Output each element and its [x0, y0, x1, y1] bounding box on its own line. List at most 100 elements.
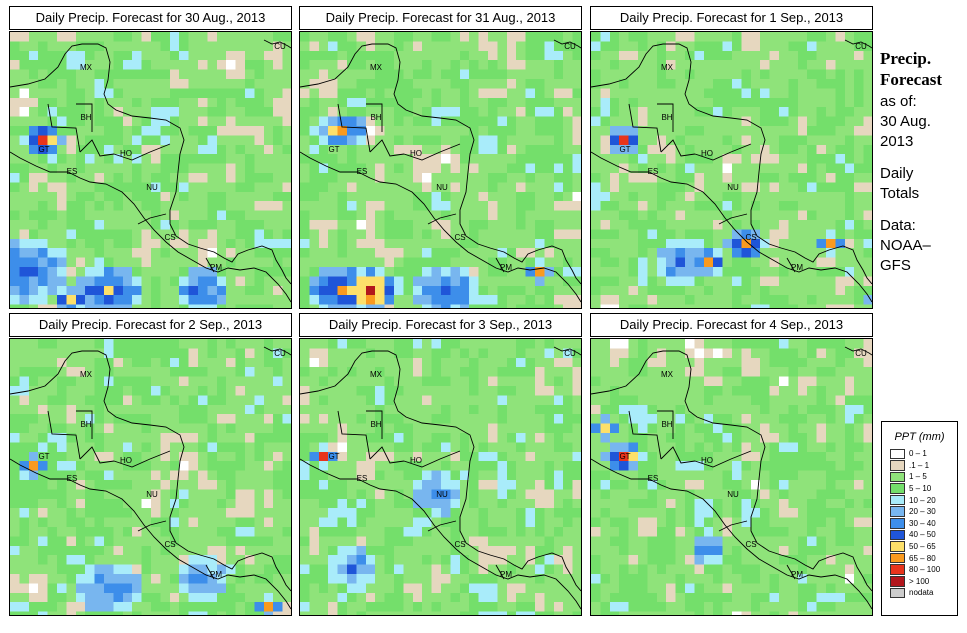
country-label: HO	[120, 456, 132, 465]
legend-label: .1 – 1	[909, 460, 930, 470]
panel-title: Daily Precip. Forecast for 4 Sep., 2013	[590, 313, 873, 337]
caption-totals: Totals	[880, 185, 920, 202]
country-label: PM	[210, 570, 222, 579]
country-label: HO	[410, 456, 422, 465]
country-label: NU	[146, 490, 158, 499]
precip-map: CU MX BH GT HO ES NU CS PM	[299, 338, 582, 616]
country-label: CS	[454, 233, 465, 242]
forecast-panel: Daily Precip. Forecast for 2 Sep., 2013 C…	[9, 313, 292, 616]
country-label: GT	[38, 452, 49, 461]
country-label: CS	[454, 540, 465, 549]
panel-title: Daily Precip. Forecast for 1 Sep., 2013	[590, 6, 873, 30]
country-label: MX	[370, 370, 383, 379]
forecast-panel: Daily Precip. Forecast for 30 Aug., 2013…	[9, 6, 292, 309]
legend-swatch	[890, 448, 905, 460]
country-label: MX	[80, 370, 93, 379]
legend-item: 30 – 40	[890, 518, 957, 530]
precip-grid: CU MX BH GT HO ES NU CS PM	[10, 32, 291, 308]
legend-swatch	[890, 576, 905, 587]
country-label: NU	[146, 183, 158, 192]
caption-date: 30 Aug.	[880, 113, 931, 130]
precip-map: CU MX BH GT HO ES NU CS PM	[590, 31, 873, 309]
caption-title-line1: Precip.	[880, 49, 932, 68]
country-label: MX	[370, 63, 383, 72]
precip-grid: CU MX BH GT HO ES NU CS PM	[10, 339, 291, 615]
legend-item: 50 – 65	[890, 541, 957, 553]
country-label: CU	[855, 42, 867, 51]
legend-swatch	[890, 552, 905, 564]
country-label: HO	[701, 456, 713, 465]
legend-label: 10 – 20	[909, 495, 936, 505]
precip-grid: CU MX BH GT HO ES NU CS PM	[591, 339, 872, 615]
sidebar-caption: Precip. Forecast as of: 30 Aug. 2013 Dai…	[880, 48, 965, 276]
legend-swatch	[890, 471, 905, 483]
caption-source-1: NOAA–	[880, 237, 931, 254]
legend-item: 0 – 1	[890, 448, 957, 460]
legend-swatch	[890, 529, 905, 541]
panel-title: Daily Precip. Forecast for 31 Aug., 2013	[299, 6, 582, 30]
legend-item: 65 – 80	[890, 552, 957, 564]
legend-item: 40 – 50	[890, 529, 957, 541]
legend-item: 10 – 20	[890, 494, 957, 506]
country-label: GT	[328, 145, 339, 154]
caption-title-line2: Forecast	[880, 70, 942, 89]
precip-legend: PPT (mm) 0 – 1.1 – 1 1 – 5 5 – 10 10 – 20 20…	[881, 421, 958, 616]
country-label: CS	[745, 233, 756, 242]
country-label: NU	[727, 490, 739, 499]
precip-map: CU MX BH GT HO ES NU CS PM	[590, 338, 873, 616]
country-label: ES	[648, 167, 659, 176]
country-label: GT	[328, 452, 339, 461]
country-label: CS	[164, 233, 175, 242]
country-label: CS	[164, 540, 175, 549]
legend-label: > 100	[909, 576, 930, 586]
country-label: PM	[500, 570, 512, 579]
country-label: PM	[210, 263, 222, 272]
caption-daily: Daily	[880, 165, 914, 182]
legend-swatch	[890, 460, 905, 471]
country-label: CS	[745, 540, 756, 549]
country-label: MX	[661, 63, 674, 72]
country-label: GT	[619, 145, 630, 154]
legend-item: 5 – 10	[890, 483, 957, 495]
country-label: GT	[619, 452, 630, 461]
precip-grid: CU MX BH GT HO ES NU CS PM	[300, 32, 581, 308]
country-label: BH	[80, 113, 91, 122]
country-label: MX	[80, 63, 93, 72]
caption-data-label: Data:	[880, 217, 916, 234]
caption-source-2: GFS	[880, 257, 911, 274]
legend-swatch	[890, 541, 905, 552]
legend-item: 1 – 5	[890, 471, 957, 483]
country-label: MX	[661, 370, 674, 379]
country-label: HO	[701, 149, 713, 158]
forecast-panel: Daily Precip. Forecast for 3 Sep., 2013 C…	[299, 313, 582, 616]
country-label: CU	[855, 349, 867, 358]
legend-item: nodata	[890, 587, 957, 599]
country-label: ES	[67, 167, 78, 176]
legend-item: .1 – 1	[890, 460, 957, 472]
forecast-panel: Daily Precip. Forecast for 1 Sep., 2013 C…	[590, 6, 873, 309]
precip-map: CU MX BH GT HO ES NU CS PM	[299, 31, 582, 309]
country-label: CU	[564, 42, 576, 51]
legend-label: 20 – 30	[909, 507, 936, 517]
country-label: BH	[370, 420, 381, 429]
caption-asof-label: as of:	[880, 93, 917, 110]
legend-title: PPT (mm)	[894, 431, 945, 443]
legend-swatch	[890, 506, 905, 518]
precip-map: CU MX BH GT HO ES NU CS PM	[9, 338, 292, 616]
country-label: ES	[67, 474, 78, 483]
legend-label: 0 – 1	[909, 449, 927, 459]
legend-label: 40 – 50	[909, 530, 936, 540]
legend-label: 80 – 100	[909, 565, 941, 575]
country-label: PM	[500, 263, 512, 272]
legend-label: 65 – 80	[909, 553, 936, 563]
country-label: ES	[357, 474, 368, 483]
panel-title: Daily Precip. Forecast for 30 Aug., 2013	[9, 6, 292, 30]
legend-items: 0 – 1.1 – 1 1 – 5 5 – 10 10 – 20 20 – 30 30 –…	[882, 448, 957, 599]
legend-item: 20 – 30	[890, 506, 957, 518]
legend-swatch	[890, 564, 905, 576]
country-label: PM	[791, 570, 803, 579]
country-label: PM	[791, 263, 803, 272]
country-label: NU	[436, 490, 448, 499]
legend-label: 1 – 5	[909, 472, 927, 482]
precip-grid: CU MX BH GT HO ES NU CS PM	[300, 339, 581, 615]
